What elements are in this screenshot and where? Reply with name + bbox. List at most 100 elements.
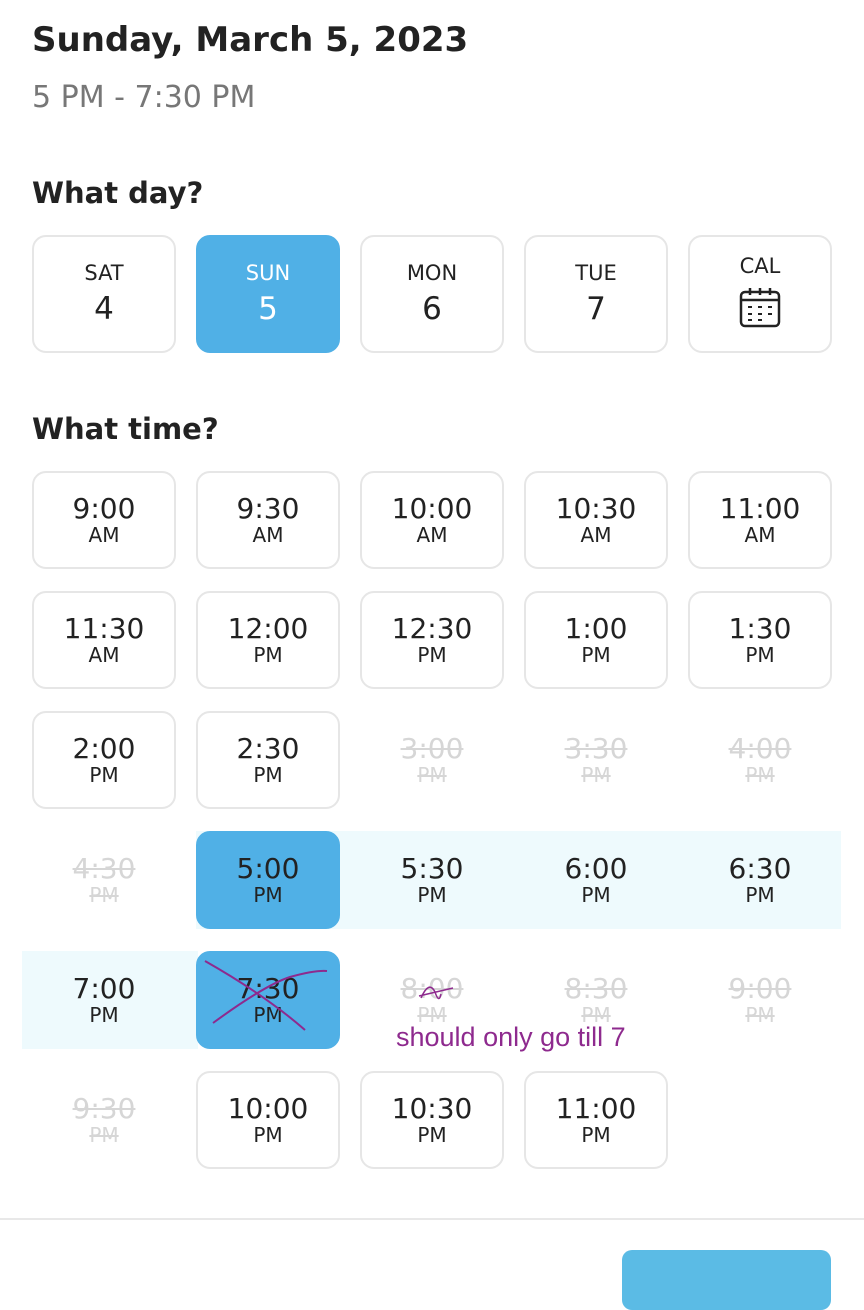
slot-time: 2:30 xyxy=(236,732,300,765)
slot-time: 5:30 xyxy=(400,852,464,885)
slot-time: 2:00 xyxy=(72,732,136,765)
time-slot[interactable]: 10:00 PM xyxy=(196,1071,340,1169)
annotation-scribble xyxy=(418,986,454,1000)
day-option-tue[interactable]: TUE 7 xyxy=(524,235,668,353)
time-heading: What time? xyxy=(32,412,219,446)
slot-time: 5:00 xyxy=(236,852,300,885)
slot-period: PM xyxy=(89,763,119,787)
time-slot[interactable]: 6:30 PM xyxy=(688,831,832,929)
calendar-button[interactable]: CAL xyxy=(688,235,832,353)
slot-period: PM xyxy=(417,763,447,787)
continue-button[interactable] xyxy=(622,1250,831,1310)
time-slot[interactable]: 2:00 PM xyxy=(32,711,176,809)
slot-time: 4:00 xyxy=(728,732,792,765)
slot-period: PM xyxy=(581,763,611,787)
day-heading: What day? xyxy=(32,176,204,210)
slot-period: PM xyxy=(253,763,283,787)
time-slot: 3:00 PM xyxy=(360,711,504,809)
page-title: Sunday, March 5, 2023 xyxy=(32,20,469,60)
slot-period: PM xyxy=(417,883,447,907)
slot-period: PM xyxy=(89,883,119,907)
day-name: SAT xyxy=(84,261,124,285)
time-slot[interactable]: 10:30 PM xyxy=(360,1071,504,1169)
slot-time: 9:30 xyxy=(72,1092,136,1125)
time-slot[interactable]: 11:00 AM xyxy=(688,471,832,569)
slot-time: 1:00 xyxy=(564,612,628,645)
slot-time: 9:30 xyxy=(236,492,300,525)
time-slot[interactable]: 6:00 PM xyxy=(524,831,668,929)
time-slot[interactable]: 11:30 AM xyxy=(32,591,176,689)
time-slot[interactable]: 9:00 AM xyxy=(32,471,176,569)
day-name: CAL xyxy=(739,254,781,278)
slot-time: 6:00 xyxy=(564,852,628,885)
slot-period: AM xyxy=(744,523,776,547)
slot-period: PM xyxy=(89,1003,119,1027)
slot-time: 8:30 xyxy=(564,972,628,1005)
slot-time: 12:00 xyxy=(227,612,309,645)
time-slot[interactable]: 9:30 AM xyxy=(196,471,340,569)
slot-period: PM xyxy=(417,1123,447,1147)
annotation-cross-mark xyxy=(204,960,328,1031)
slot-period: AM xyxy=(252,523,284,547)
time-slot[interactable]: 5:00 PM xyxy=(196,831,340,929)
time-slot: 8:30 PM xyxy=(524,951,668,1049)
time-slot[interactable]: 5:30 PM xyxy=(360,831,504,929)
slot-period: PM xyxy=(417,643,447,667)
slot-period: PM xyxy=(745,1003,775,1027)
time-slot[interactable]: 10:30 AM xyxy=(524,471,668,569)
day-date: 6 xyxy=(422,291,442,327)
calendar-icon xyxy=(738,286,782,334)
slot-time: 9:00 xyxy=(72,492,136,525)
range-band xyxy=(22,951,198,1049)
time-slot: 9:00 PM xyxy=(688,951,832,1049)
slot-period: PM xyxy=(745,643,775,667)
slot-period: PM xyxy=(581,883,611,907)
slot-time: 9:00 xyxy=(728,972,792,1005)
slot-time: 3:30 xyxy=(564,732,628,765)
slot-time: 10:30 xyxy=(391,1092,473,1125)
divider xyxy=(0,1218,864,1220)
day-name: MON xyxy=(406,261,458,285)
time-slot: 4:00 PM xyxy=(688,711,832,809)
slot-period: AM xyxy=(416,523,448,547)
time-slot: 9:30 PM xyxy=(32,1071,176,1169)
time-slot[interactable]: 12:30 PM xyxy=(360,591,504,689)
time-slot[interactable]: 11:00 PM xyxy=(524,1071,668,1169)
day-option-mon[interactable]: MON 6 xyxy=(360,235,504,353)
slot-period: AM xyxy=(88,523,120,547)
annotation-note: should only go till 7 xyxy=(396,1022,626,1052)
day-name: SUN xyxy=(245,261,291,285)
slot-period: PM xyxy=(745,883,775,907)
time-slot[interactable]: 2:30 PM xyxy=(196,711,340,809)
day-option-sat[interactable]: SAT 4 xyxy=(32,235,176,353)
slot-period: PM xyxy=(253,883,283,907)
slot-period: PM xyxy=(253,1123,283,1147)
slot-time: 4:30 xyxy=(72,852,136,885)
day-date: 7 xyxy=(586,291,606,327)
slot-period: PM xyxy=(581,1003,611,1027)
time-slot: 4:30 PM xyxy=(32,831,176,929)
slot-time: 11:00 xyxy=(719,492,801,525)
time-slot: 3:30 PM xyxy=(524,711,668,809)
time-slot[interactable]: 1:00 PM xyxy=(524,591,668,689)
slot-time: 10:00 xyxy=(227,1092,309,1125)
day-date: 4 xyxy=(94,291,114,327)
slot-time: 3:00 xyxy=(400,732,464,765)
slot-period: PM xyxy=(89,1123,119,1147)
slot-time: 11:00 xyxy=(555,1092,637,1125)
slot-time: 11:30 xyxy=(63,612,145,645)
day-date: 5 xyxy=(258,291,278,327)
time-slot[interactable]: 10:00 AM xyxy=(360,471,504,569)
time-slot[interactable]: 7:00 PM xyxy=(32,951,176,1049)
time-slot[interactable]: 12:00 PM xyxy=(196,591,340,689)
day-option-sun[interactable]: SUN 5 xyxy=(196,235,340,353)
slot-period: PM xyxy=(745,763,775,787)
slot-period: PM xyxy=(581,1123,611,1147)
time-slot[interactable]: 1:30 PM xyxy=(688,591,832,689)
slot-period: PM xyxy=(253,643,283,667)
slot-time: 1:30 xyxy=(728,612,792,645)
slot-period: AM xyxy=(88,643,120,667)
slot-period: PM xyxy=(417,1003,447,1027)
slot-period: PM xyxy=(581,643,611,667)
slot-time: 7:00 xyxy=(72,972,136,1005)
